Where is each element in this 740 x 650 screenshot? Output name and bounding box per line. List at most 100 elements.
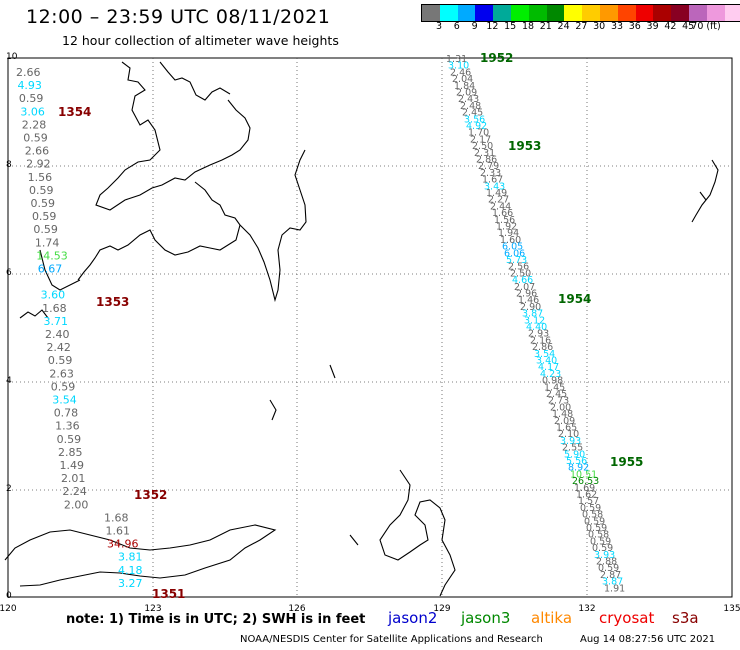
coastline-mindanao: [77, 149, 307, 303]
right-track-value: 1.48: [552, 409, 573, 420]
right-track-value: 2.90: [520, 302, 541, 313]
right-track-value: 4.23: [540, 369, 561, 380]
right-track-value: 2.16: [530, 335, 551, 346]
left-track-value: 1.49: [60, 459, 85, 472]
right-track-value: 1.92: [496, 222, 517, 233]
left-track-value: 2.66: [16, 66, 41, 79]
color-scale-label: 3: [435, 21, 443, 32]
color-scale-bar: [421, 4, 740, 22]
color-swatch: [564, 5, 583, 21]
left-track-value: 1.68: [42, 302, 67, 315]
left-pass-number: 1353: [96, 295, 129, 309]
right-track-value: 2.00: [550, 402, 571, 413]
right-track-value: 2.73: [548, 396, 569, 407]
right-track-value: 1.84: [454, 81, 475, 92]
color-swatch: [546, 5, 565, 21]
color-swatch: [422, 5, 440, 21]
right-track-value: 2.17: [470, 134, 491, 145]
color-swatch: [457, 5, 476, 21]
color-swatch: [599, 5, 618, 21]
right-track-value: 0.98: [542, 376, 563, 387]
right-track-value: 5.73: [506, 255, 527, 266]
right-track-value: 3.12: [524, 315, 545, 326]
left-pass-number: 1352: [134, 488, 167, 502]
coastline-island-north: [159, 61, 231, 101]
left-track-value: 0.59: [31, 197, 56, 210]
legend-s3a: s3a: [672, 609, 699, 627]
right-track-value: 1.94: [498, 228, 519, 239]
coastlines: [4, 61, 719, 597]
right-track-value: 1.65: [556, 423, 577, 434]
right-track-value: 2.55: [562, 443, 583, 454]
right-track-value: 2.10: [558, 429, 579, 440]
right-track-value: 2.88: [596, 557, 617, 568]
color-swatch: [635, 5, 654, 21]
latitude-label: 4: [6, 376, 12, 386]
right-track-value: 6.05: [502, 242, 523, 253]
left-track-value: 0.59: [32, 210, 57, 223]
credit-text: NOAA/NESDIS Center for Satellite Applica…: [240, 634, 543, 645]
left-track-value: 1.68: [104, 511, 129, 524]
legend-altika: altika: [531, 609, 573, 627]
color-swatch: [528, 5, 547, 21]
latitude-label: 8: [6, 160, 12, 170]
longitude-label: 129: [433, 604, 451, 614]
left-track-value: 2.28: [22, 118, 47, 131]
color-scale-label: 27: [575, 21, 588, 32]
footer-note: note: 1) Time is in UTC; 2) SWH is in fe…: [66, 612, 366, 627]
coastline-visayas: [95, 61, 251, 211]
left-track-value: 2.00: [64, 498, 89, 511]
left-track-value: 2.40: [45, 328, 70, 341]
coastline-sulawesi: [4, 524, 277, 587]
right-track-value: 0.59: [592, 543, 613, 554]
color-swatch: [724, 5, 740, 21]
left-track-value: 1.56: [28, 171, 52, 184]
left-track-value: 2.85: [58, 446, 83, 459]
right-track-value: 2.56: [508, 262, 529, 273]
color-swatch: [671, 5, 689, 21]
latitude-label: 6: [6, 268, 12, 278]
color-scale-label: 45: [682, 21, 695, 32]
color-swatch: [493, 5, 511, 21]
right-track-value: 4.40: [526, 322, 547, 333]
left-track-value: 3.06: [20, 105, 44, 118]
left-track-value: 6.67: [38, 263, 63, 276]
right-pass-number: 1952: [480, 51, 513, 65]
longitude-label: 123: [144, 604, 162, 614]
right-track-value: 4.17: [538, 362, 559, 373]
color-scale-label: 36: [628, 21, 641, 32]
left-track-value: 14.53: [36, 249, 68, 262]
left-track-value: 3.54: [52, 394, 77, 407]
altimeter-tracks: 2.664.930.593.062.280.592.662.921.560.59…: [16, 51, 643, 601]
right-track-value: 3.93: [560, 436, 581, 447]
right-track-value: 3.56: [464, 114, 485, 125]
right-track-value: 2.93: [528, 329, 549, 340]
right-track-value: 0.58: [588, 530, 609, 541]
right-track-value: 2.96: [516, 289, 537, 300]
right-track-value: 8.92: [568, 463, 589, 474]
right-track-value: 4.92: [466, 121, 487, 132]
color-scale-label: 12: [486, 21, 499, 32]
latitude-label: 10: [6, 52, 18, 62]
right-track-value: 3.54: [534, 349, 555, 360]
right-track-value: 1.69: [574, 483, 595, 494]
right-track-value: 5.56: [566, 456, 587, 467]
longitude-label: 126: [288, 604, 306, 614]
color-scale-label: 70 (ft): [691, 21, 721, 32]
right-track-value: 1.49: [486, 188, 507, 199]
coastline-island-east: [691, 159, 719, 223]
map-subtitle: 12 hour collection of altimeter wave hei…: [62, 33, 339, 48]
right-track-value: 1.56: [494, 215, 515, 226]
right-track-value: 1.67: [482, 175, 503, 186]
color-swatch: [688, 5, 707, 21]
right-track-value: 1.66: [492, 208, 513, 219]
coastline-palawan: [19, 249, 81, 319]
right-track-value: 2.48: [460, 101, 481, 112]
color-swatch: [439, 5, 458, 21]
right-track-value: 6.06: [504, 248, 525, 259]
map-frame: [7, 57, 733, 598]
right-track-value: 3.43: [484, 181, 505, 192]
right-track-value: 2.45: [462, 108, 483, 119]
right-track-value: 1.45: [544, 382, 565, 393]
latitude-label: 2: [6, 484, 12, 494]
